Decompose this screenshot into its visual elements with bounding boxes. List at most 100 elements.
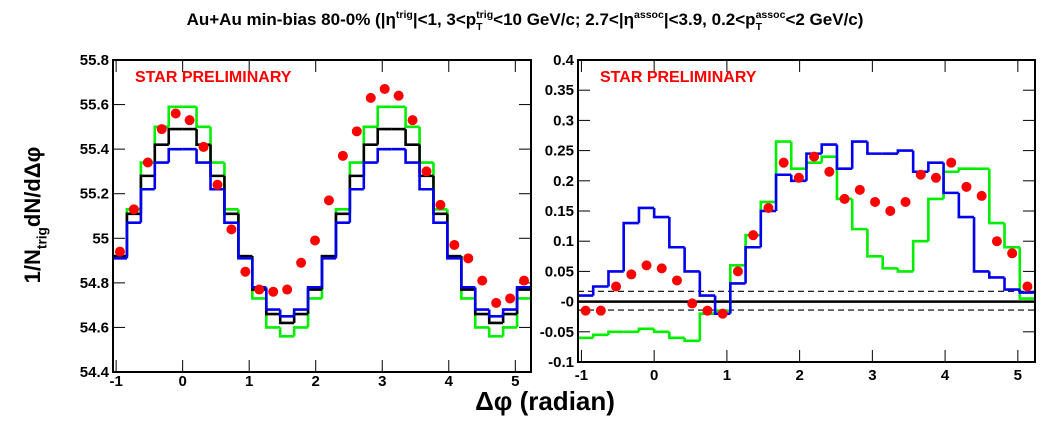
histogram-step <box>896 268 914 273</box>
data-point <box>732 266 743 277</box>
plot-frame <box>112 59 532 373</box>
histogram-step <box>334 221 350 259</box>
histogram-step <box>195 149 211 164</box>
histogram-step <box>432 189 448 224</box>
data-point <box>282 284 293 295</box>
histogram-step <box>1003 277 1020 291</box>
data-point <box>407 115 418 126</box>
histogram-step <box>418 162 434 191</box>
histogram-step <box>292 326 309 337</box>
histogram-step <box>744 245 761 284</box>
histogram-step <box>348 187 364 223</box>
histogram-step <box>139 187 155 223</box>
histogram-step <box>278 309 295 318</box>
data-point <box>128 204 139 215</box>
data-point <box>212 179 223 190</box>
annotation: STAR PRELIMINARY <box>135 69 292 86</box>
data-point <box>991 236 1002 247</box>
histogram-step <box>376 127 392 145</box>
data-point <box>254 284 265 295</box>
histogram-step <box>668 217 685 249</box>
x-tick-label: -1 <box>109 373 122 390</box>
y-axis-label-part: dN/dΔφ <box>20 147 45 227</box>
histogram-step <box>866 141 883 155</box>
histogram-step <box>972 217 990 273</box>
y-tick-label: 0.3 <box>553 112 574 129</box>
histogram-step <box>637 206 655 224</box>
histogram-step <box>637 327 655 332</box>
histogram-step <box>125 221 141 259</box>
x-tick-label: 5 <box>1014 367 1022 384</box>
data-point <box>114 246 125 257</box>
histogram-step <box>591 285 609 296</box>
histogram-step <box>460 258 476 289</box>
y-tick-label: 55.6 <box>80 97 109 114</box>
data-point <box>763 202 774 213</box>
y-tick-label: 0.1 <box>553 233 574 250</box>
data-point <box>793 172 804 183</box>
histogram-step <box>668 331 685 340</box>
data-point <box>268 286 279 297</box>
histogram-step <box>652 207 670 219</box>
plot-frame <box>577 59 1036 363</box>
histogram-step <box>835 144 853 171</box>
x-tick-label: 5 <box>511 373 519 390</box>
histogram-step <box>866 229 883 258</box>
histogram-step <box>376 105 392 127</box>
histogram-step <box>320 257 336 288</box>
histogram-step <box>683 337 700 343</box>
data-point <box>421 166 432 177</box>
x-tick-label: -1 <box>575 367 588 384</box>
y-tick-label: 54.6 <box>80 319 109 336</box>
histogram-step <box>209 162 225 191</box>
data-point <box>717 308 728 319</box>
histogram-step <box>1018 289 1035 294</box>
data-point <box>824 166 835 177</box>
x-tick-label: 1 <box>245 373 253 390</box>
histogram-step <box>167 127 183 145</box>
data-point <box>702 305 713 316</box>
data-point <box>240 266 251 277</box>
histogram-step <box>957 167 975 172</box>
data-point <box>351 126 362 137</box>
data-point <box>580 305 591 316</box>
data-point <box>930 172 941 183</box>
y-tick-label: 0.2 <box>553 173 574 190</box>
data-point <box>687 298 698 309</box>
histogram-step <box>195 106 211 129</box>
y-tick-label: 0.35 <box>545 82 574 99</box>
data-point <box>337 150 348 161</box>
histogram-step <box>789 141 807 171</box>
histogram-step <box>607 270 624 287</box>
data-point <box>656 263 667 274</box>
histogram-step <box>850 198 868 231</box>
data-point <box>1022 281 1033 292</box>
data-point <box>323 195 334 206</box>
x-tick-label: 3 <box>868 367 876 384</box>
data-point <box>296 257 307 268</box>
data-point <box>626 269 637 280</box>
data-point <box>595 305 606 316</box>
data-point <box>365 92 376 103</box>
y-tick-label: 55 <box>92 230 109 247</box>
data-point <box>946 157 957 168</box>
histogram-step <box>167 147 183 163</box>
data-point <box>463 253 474 264</box>
x-tick-label: 4 <box>941 367 950 384</box>
histogram-step <box>850 140 868 169</box>
x-tick-label: 0 <box>650 367 658 384</box>
data-point <box>1007 248 1018 259</box>
data-point <box>961 181 972 192</box>
histogram-step <box>515 286 531 310</box>
histogram-step <box>820 155 837 163</box>
chart-title-part: <10 GeV/c; 2.7<|η <box>493 10 634 29</box>
chart-title-part: T <box>476 21 483 33</box>
histogram-step <box>404 129 420 146</box>
data-point <box>854 184 865 195</box>
x-axis-label: Δφ (radian) <box>475 386 615 416</box>
histogram-step <box>501 326 518 337</box>
histogram-step <box>911 239 929 272</box>
